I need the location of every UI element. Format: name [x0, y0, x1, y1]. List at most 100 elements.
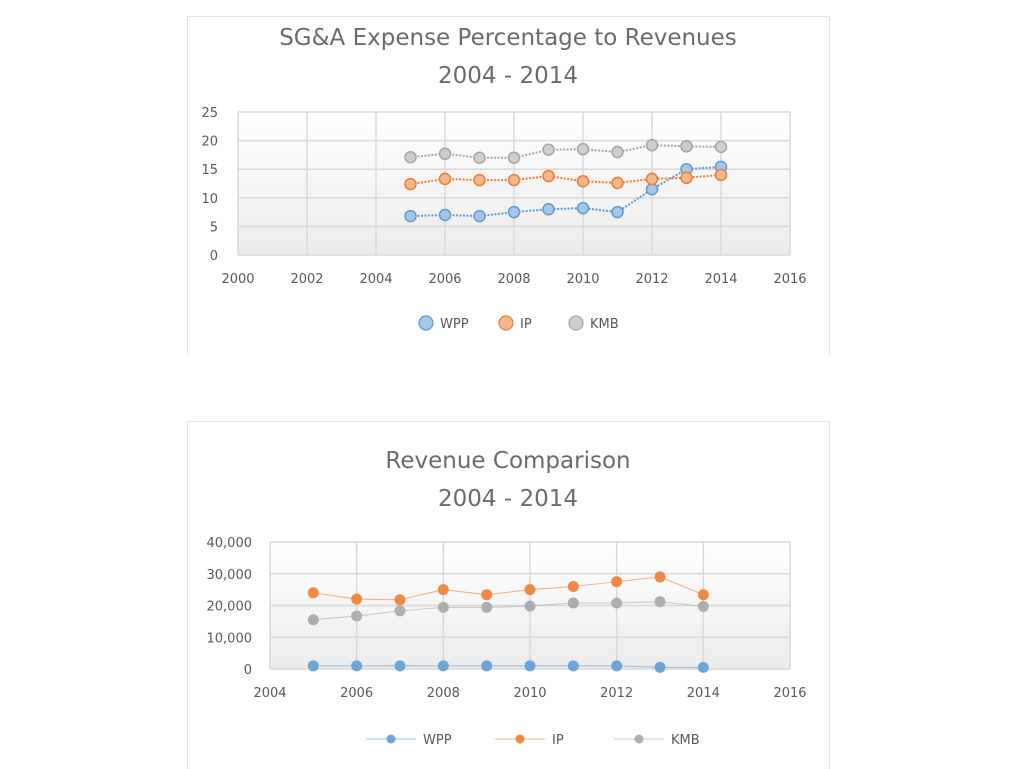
- data-point-wpp: [611, 660, 623, 672]
- chart-subtitle: 2004 - 2014: [438, 63, 578, 89]
- data-point-ip: [645, 172, 659, 186]
- data-point-ip: [714, 168, 728, 182]
- data-point-wpp: [404, 209, 417, 223]
- data-point-wpp: [507, 205, 521, 219]
- y-tick-label: 10,000: [207, 631, 253, 646]
- legend-item-wpp: WPP: [366, 733, 452, 748]
- data-point-kmb: [654, 596, 666, 608]
- data-point-kmb: [714, 140, 728, 154]
- data-point-kmb: [481, 601, 493, 613]
- x-tick-label: 2008: [427, 686, 460, 701]
- legend-item-ip: IP: [498, 315, 532, 332]
- data-point-ip: [507, 173, 521, 187]
- revenue-chart-card: Revenue Comparison 2004 - 2014 0 10,000 20…: [187, 421, 830, 769]
- legend-marker-icon: [568, 315, 584, 331]
- data-point-ip: [567, 580, 579, 592]
- data-point-ip: [404, 177, 417, 191]
- revenue-chart: Revenue Comparison 2004 - 2014 0 10,000 20…: [207, 448, 807, 748]
- series-line-wpp: [313, 665, 704, 668]
- data-point-kmb: [680, 140, 693, 153]
- data-point-ip: [307, 587, 319, 599]
- y-tick-label: 0: [210, 249, 218, 264]
- legend-marker-icon: [386, 734, 396, 744]
- data-point-wpp: [394, 660, 406, 672]
- data-point-kmb: [576, 142, 590, 156]
- data-point-wpp: [645, 182, 659, 196]
- x-tick-label: 2016: [773, 686, 806, 701]
- data-point-ip: [611, 176, 624, 190]
- data-point-kmb: [611, 145, 624, 159]
- x-tick-label: 2000: [221, 272, 254, 287]
- x-tick-label: 2012: [600, 686, 633, 701]
- data-point-kmb: [473, 151, 486, 165]
- data-point-kmb: [404, 150, 417, 164]
- series-line-ip: [313, 576, 704, 601]
- legend-item-kmb: KMB: [568, 315, 619, 332]
- data-point-ip: [524, 584, 536, 596]
- legend-label: KMB: [671, 733, 700, 748]
- data-point-ip: [473, 173, 486, 187]
- data-point-wpp: [481, 660, 493, 672]
- legend-label: KMB: [590, 317, 619, 332]
- x-tick-label: 2010: [513, 686, 546, 701]
- x-tick-label: 2012: [635, 272, 668, 287]
- data-point-wpp: [351, 660, 363, 672]
- data-point-kmb: [645, 138, 659, 152]
- data-point-ip: [542, 169, 555, 183]
- x-tick-label: 2004: [359, 272, 392, 287]
- legend-marker-icon: [418, 315, 434, 331]
- legend-label: IP: [552, 733, 564, 748]
- y-tick-label: 40,000: [207, 536, 253, 551]
- plot-area: 0 10,000 20,000 30,000 40,000 2004 2006 2008 201…: [207, 536, 807, 748]
- chart-subtitle: 2004 - 2014: [438, 486, 578, 512]
- data-point-wpp: [576, 201, 590, 215]
- x-tick-label: 2002: [290, 272, 323, 287]
- data-point-ip: [611, 576, 623, 588]
- data-point-wpp: [542, 202, 555, 216]
- data-point-wpp: [473, 209, 486, 223]
- data-point-ip: [437, 584, 449, 596]
- data-point-wpp: [654, 661, 666, 673]
- sga-chart-card: SG&A Expense Percentage to Revenues 2004…: [187, 16, 830, 355]
- y-tick-label: 20,000: [207, 600, 253, 615]
- data-point-wpp: [524, 660, 536, 672]
- y-tick-label: 5: [210, 220, 218, 235]
- data-point-wpp: [437, 660, 449, 672]
- x-tick-label: 2006: [340, 686, 373, 701]
- y-tick-label: 10: [201, 192, 218, 207]
- data-point-kmb: [307, 614, 319, 626]
- data-point-wpp: [438, 208, 452, 222]
- x-tick-label: 2008: [497, 272, 530, 287]
- legend-marker-icon: [515, 734, 525, 744]
- data-point-ip: [697, 589, 709, 601]
- data-point-kmb: [697, 600, 709, 612]
- data-point-kmb: [542, 143, 555, 157]
- legend-label: IP: [520, 317, 532, 332]
- series-line-kmb: [313, 601, 704, 621]
- x-tick-label: 2010: [566, 272, 599, 287]
- data-point-ip: [394, 594, 406, 606]
- plot-area: 0 5 10 15 20 25 2000 2002 2004 2006 2008 2010 2012 20…: [201, 106, 806, 332]
- legend-marker-icon: [498, 315, 514, 331]
- x-tick-label: 2014: [687, 686, 720, 701]
- legend-label: WPP: [440, 317, 469, 332]
- y-tick-label: 20: [201, 135, 218, 150]
- data-point-ip: [438, 172, 452, 186]
- x-tick-label: 2004: [253, 686, 286, 701]
- legend-item-kmb: KMB: [614, 733, 700, 748]
- data-point-ip: [481, 589, 493, 601]
- y-tick-label: 15: [201, 163, 218, 178]
- sga-chart: SG&A Expense Percentage to Revenues 2004…: [201, 25, 806, 332]
- y-tick-label: 25: [201, 106, 218, 121]
- chart-title: SG&A Expense Percentage to Revenues: [279, 25, 737, 51]
- data-point-kmb: [567, 597, 579, 609]
- legend-label: WPP: [423, 733, 452, 748]
- data-point-ip: [576, 174, 590, 188]
- data-point-ip: [680, 171, 693, 185]
- data-point-ip: [654, 571, 666, 583]
- data-point-wpp: [611, 205, 624, 219]
- legend-item-ip: IP: [495, 733, 564, 748]
- chart-title: Revenue Comparison: [385, 448, 630, 474]
- data-point-wpp: [567, 660, 579, 672]
- y-tick-label: 30,000: [207, 568, 253, 583]
